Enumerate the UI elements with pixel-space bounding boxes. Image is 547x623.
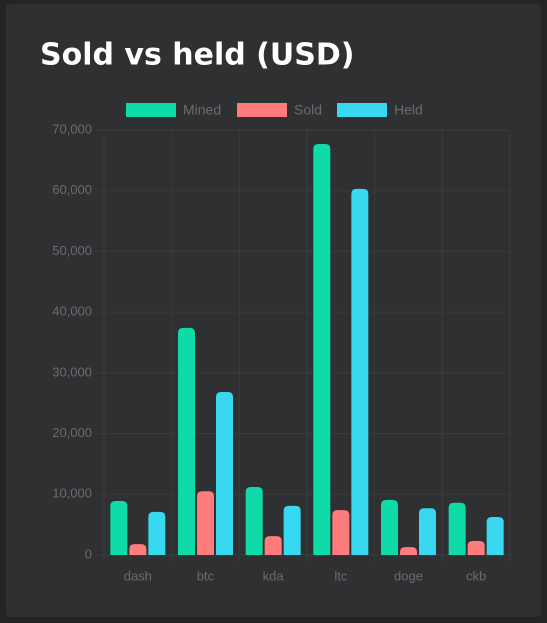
- x-tick-label: kda: [263, 568, 285, 583]
- chart-title: Sold vs held (USD): [40, 38, 354, 73]
- bar: [245, 487, 263, 555]
- x-tick-label: btc: [197, 568, 215, 583]
- y-tick-label: 30,000: [52, 364, 92, 379]
- x-tick-label: ltc: [334, 568, 348, 583]
- bar: [264, 536, 282, 555]
- y-tick-label: 60,000: [52, 182, 92, 197]
- bar: [448, 502, 466, 555]
- bar: [467, 541, 485, 555]
- y-tick-label: 70,000: [52, 121, 92, 136]
- bar: [216, 391, 233, 555]
- x-tick-label: ckb: [466, 568, 486, 583]
- legend-swatch: [337, 103, 387, 117]
- legend-label: Mined: [183, 102, 221, 118]
- bar: [129, 544, 147, 555]
- bar: [400, 547, 417, 555]
- card: [6, 4, 541, 617]
- y-tick-label: 50,000: [52, 243, 92, 258]
- y-tick-label: 40,000: [52, 304, 92, 319]
- bar: [313, 143, 331, 555]
- bar: [381, 500, 398, 555]
- bar: [148, 511, 166, 555]
- bar: [110, 500, 128, 555]
- x-tick-label: dash: [124, 568, 152, 583]
- y-tick-label: 10,000: [52, 486, 92, 501]
- bar: [332, 510, 350, 555]
- legend-label: Held: [394, 102, 423, 118]
- x-tick-label: doge: [394, 568, 423, 583]
- bar: [419, 508, 436, 555]
- bar: [197, 491, 214, 555]
- legend-label: Sold: [294, 102, 322, 118]
- bar: [486, 517, 504, 555]
- legend-swatch: [237, 103, 287, 117]
- y-tick-label: 20,000: [52, 425, 92, 440]
- bar: [178, 327, 195, 555]
- y-tick-label: 0: [85, 546, 92, 561]
- bar: [283, 505, 301, 555]
- legend-swatch: [126, 103, 176, 117]
- bar: [351, 188, 369, 555]
